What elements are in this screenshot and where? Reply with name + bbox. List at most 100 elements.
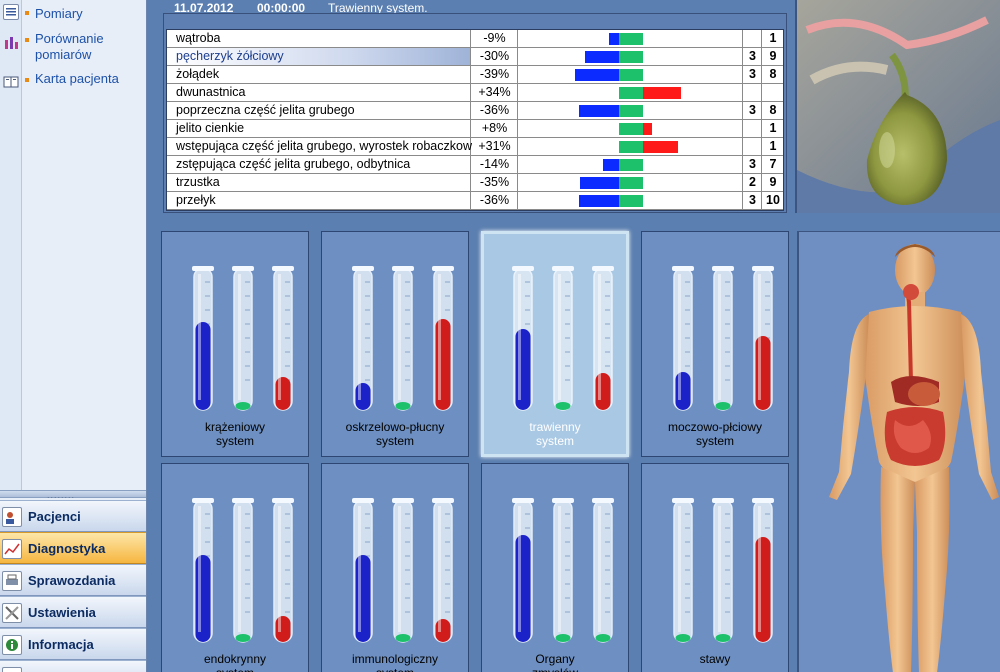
table-row[interactable]: trzustka -35% 2 9: [167, 174, 783, 192]
system-sublabel: system: [215, 434, 254, 448]
nav-splitter[interactable]: ........: [0, 490, 146, 500]
system-label: stawy: [699, 652, 731, 666]
test-tubes: [192, 498, 294, 643]
organ-name: wstępująca część jelita grubego, wyroste…: [167, 138, 478, 155]
table-row[interactable]: dwunastnica +34%: [167, 84, 783, 102]
table-row[interactable]: przełyk -36% 3 10: [167, 192, 783, 210]
left-navigation: Pomiary Porównanie pomiarów Karta pacjen…: [0, 0, 147, 672]
system-panel[interactable]: krążeniowy system: [161, 231, 309, 457]
organ-name: poprzeczna część jelita grubego: [167, 102, 471, 119]
tube-rim: [592, 266, 614, 271]
table-row[interactable]: jelito cienkie +8% 1: [167, 120, 783, 138]
tube-rim: [392, 498, 414, 503]
pacjenci-button[interactable]: Pacjenci: [0, 500, 146, 532]
tube-rim: [552, 266, 574, 271]
tube-liquid: [235, 402, 251, 410]
organ-name: zstępująca część jelita grubego, odbytni…: [167, 156, 471, 173]
sprawozdania-button[interactable]: Sprawozdania: [0, 564, 146, 596]
baseline-bar: [619, 51, 643, 63]
tube-liquid: [195, 555, 211, 642]
system-label: oskrzelowo-płucny: [345, 420, 445, 434]
positive-bar: [643, 123, 652, 135]
button-label: Sprawozdania: [28, 573, 116, 588]
tube-glass: [713, 499, 733, 643]
tube-highlight: [758, 274, 761, 400]
tools-icon: [2, 603, 22, 623]
tube-rim: [512, 498, 534, 503]
baseline-bar: [619, 105, 643, 117]
tube-liquid: [555, 402, 571, 410]
tube-highlight: [598, 506, 601, 632]
deviation-bar-cell: [519, 156, 743, 173]
tube-liquid: [275, 377, 291, 410]
informacja-button[interactable]: Informacja: [0, 628, 146, 660]
info-icon: [2, 635, 22, 655]
organ-percent: +8%: [472, 120, 518, 137]
tube-highlight: [198, 274, 201, 400]
score-column-1: 3: [744, 156, 762, 173]
organ-percent: -36%: [472, 102, 518, 119]
deviation-bar-cell: [519, 138, 743, 155]
printer-icon: [2, 571, 22, 591]
test-tubes: [672, 498, 774, 643]
baseline-bar: [619, 33, 643, 45]
tube-liquid: [355, 383, 371, 410]
tube-highlight: [518, 274, 521, 400]
diagnostyka-button[interactable]: Diagnostyka: [0, 532, 146, 564]
deviation-bar-cell: [519, 174, 743, 191]
table-row[interactable]: pęcherzyk żółciowy -30% 3 9: [167, 48, 783, 66]
nav-item-label: Karta pacjenta: [35, 71, 119, 86]
system-label: Organy: [535, 652, 575, 666]
system-panel[interactable]: oskrzelowo-płucny system: [321, 231, 469, 457]
tube-rim: [232, 498, 254, 503]
baseline-bar: [619, 141, 643, 153]
tube-liquid: [555, 634, 571, 642]
tube-glass: [553, 499, 573, 643]
system-panel[interactable]: Organyzmysłów: [481, 463, 629, 672]
system-panel[interactable]: endokrynnysystem: [161, 463, 309, 672]
nav-item-pomiary[interactable]: Pomiary: [0, 2, 146, 22]
system-panel[interactable]: immunologicznysystem: [321, 463, 469, 672]
nav-item-karta[interactable]: Karta pacjenta: [0, 71, 146, 105]
nav-item-porownanie[interactable]: Porównanie pomiarów: [0, 31, 146, 65]
tube-highlight: [558, 506, 561, 632]
negative-bar: [580, 177, 619, 189]
ustawienia-button[interactable]: Ustawienia: [0, 596, 146, 628]
negative-bar: [575, 69, 619, 81]
table-row[interactable]: zstępująca część jelita grubego, odbytni…: [167, 156, 783, 174]
tube-liquid: [235, 634, 251, 642]
nav-icon-strip: [0, 0, 22, 490]
tube-rim: [432, 498, 454, 503]
tube-rim: [512, 266, 534, 271]
system-panel[interactable]: moczowo-płciowy system: [641, 231, 789, 457]
table-row[interactable]: wątroba -9% 1: [167, 30, 783, 48]
tube-liquid: [715, 402, 731, 410]
header-bar: 11.07.2012 00:00:00 Trawienny system.: [148, 0, 796, 20]
tube-highlight: [558, 274, 561, 400]
organ-illustration: [795, 0, 1000, 213]
tube-glass: [233, 499, 253, 643]
tube-liquid: [355, 555, 371, 642]
body-figure-panel: [797, 231, 1000, 672]
tube-glass: [553, 267, 573, 411]
baseline-bar: [619, 159, 643, 171]
organ-percent: -30%: [472, 48, 518, 65]
score-column-1: 3: [744, 66, 762, 83]
tube-highlight: [278, 274, 281, 400]
system-panel[interactable]: stawy: [641, 463, 789, 672]
tube-highlight: [678, 506, 681, 632]
tube-glass: [233, 267, 253, 411]
tube-liquid: [675, 634, 691, 642]
tube-rim: [272, 498, 294, 503]
deviation-bar-cell: [519, 48, 743, 65]
table-row[interactable]: poprzeczna część jelita grubego -36% 3 8: [167, 102, 783, 120]
extra-button[interactable]: K: [0, 660, 146, 672]
tube-liquid: [275, 616, 291, 642]
system-panel[interactable]: trawienny system: [481, 231, 629, 457]
tube-glass: [393, 499, 413, 643]
table-row[interactable]: wstępująca część jelita grubego, wyroste…: [167, 138, 783, 156]
table-row[interactable]: żołądek -39% 3 8: [167, 66, 783, 84]
tube-highlight: [358, 274, 361, 400]
organ-percent: -35%: [472, 174, 518, 191]
